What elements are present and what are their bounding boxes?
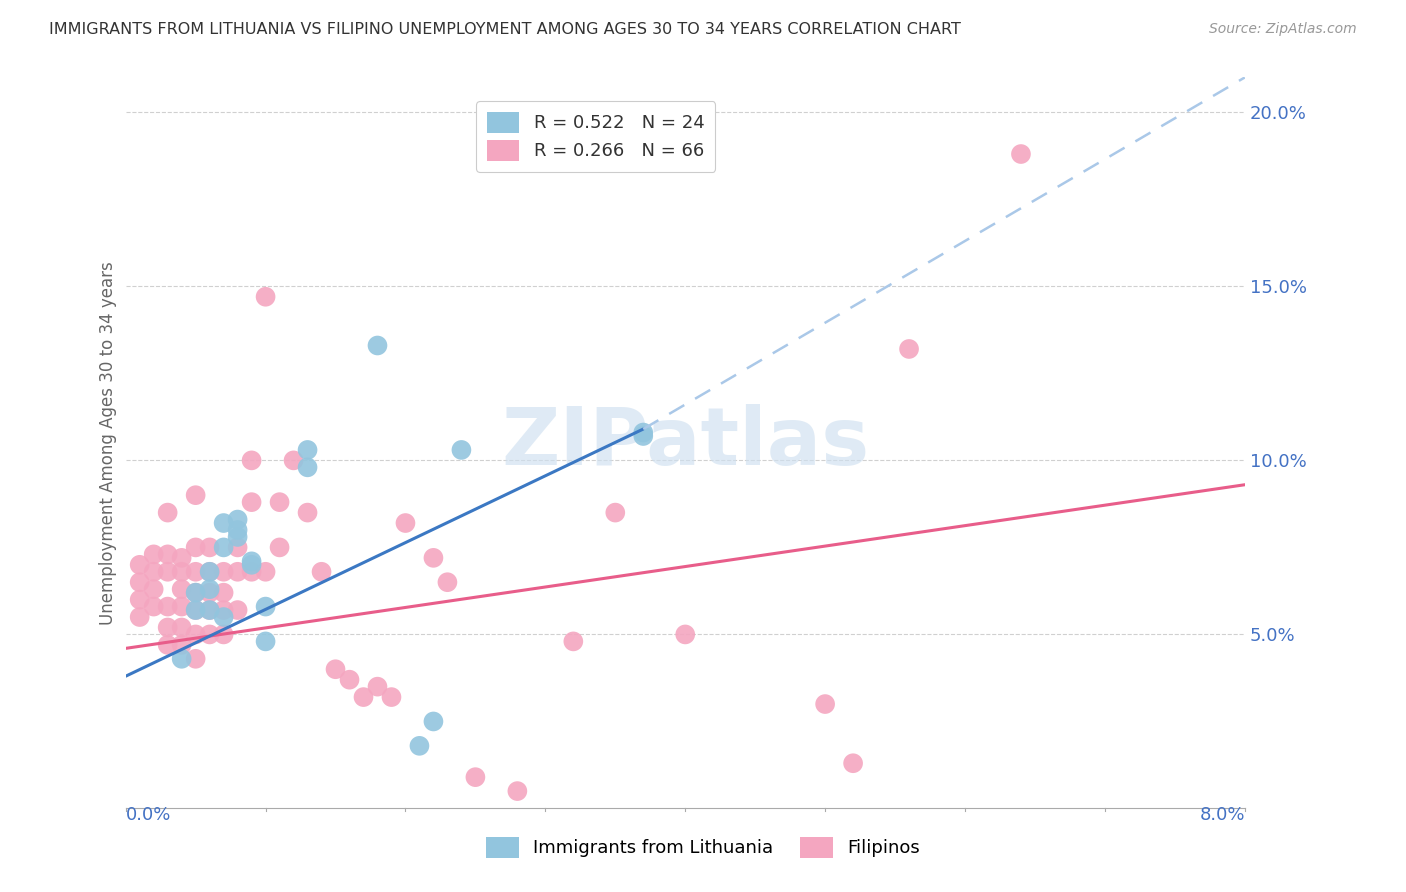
Point bbox=[212, 627, 235, 641]
Point bbox=[198, 565, 221, 579]
Point bbox=[506, 784, 529, 798]
Point bbox=[226, 512, 249, 526]
Point bbox=[240, 554, 263, 568]
Point bbox=[450, 442, 472, 457]
Point bbox=[156, 638, 179, 652]
Point bbox=[128, 575, 150, 590]
Point bbox=[297, 442, 319, 457]
Point bbox=[156, 506, 179, 520]
Point bbox=[353, 690, 375, 704]
Point bbox=[297, 460, 319, 475]
Text: Source: ZipAtlas.com: Source: ZipAtlas.com bbox=[1209, 22, 1357, 37]
Point bbox=[198, 627, 221, 641]
Point bbox=[142, 599, 165, 614]
Point bbox=[184, 585, 207, 599]
Point bbox=[240, 565, 263, 579]
Point bbox=[156, 547, 179, 561]
Text: ZIPatlas: ZIPatlas bbox=[501, 404, 869, 482]
Point bbox=[814, 697, 837, 711]
Point bbox=[142, 547, 165, 561]
Point bbox=[422, 550, 444, 565]
Point bbox=[226, 541, 249, 555]
Point bbox=[325, 662, 347, 676]
Point bbox=[184, 565, 207, 579]
Point bbox=[212, 516, 235, 530]
Point bbox=[198, 541, 221, 555]
Point bbox=[226, 530, 249, 544]
Point bbox=[198, 603, 221, 617]
Point bbox=[128, 558, 150, 572]
Point bbox=[212, 610, 235, 624]
Point bbox=[212, 603, 235, 617]
Text: 0.0%: 0.0% bbox=[125, 806, 172, 824]
Point bbox=[254, 599, 277, 614]
Text: 8.0%: 8.0% bbox=[1199, 806, 1244, 824]
Point bbox=[184, 603, 207, 617]
Point bbox=[562, 634, 585, 648]
Point bbox=[156, 599, 179, 614]
Point bbox=[170, 582, 193, 597]
Point bbox=[226, 565, 249, 579]
Point bbox=[436, 575, 458, 590]
Point bbox=[366, 680, 388, 694]
Point bbox=[366, 338, 388, 352]
Point bbox=[240, 453, 263, 467]
Point bbox=[170, 599, 193, 614]
Point bbox=[254, 565, 277, 579]
Point bbox=[170, 638, 193, 652]
Text: IMMIGRANTS FROM LITHUANIA VS FILIPINO UNEMPLOYMENT AMONG AGES 30 TO 34 YEARS COR: IMMIGRANTS FROM LITHUANIA VS FILIPINO UN… bbox=[49, 22, 962, 37]
Point bbox=[198, 582, 221, 597]
Point bbox=[408, 739, 430, 753]
Point bbox=[422, 714, 444, 729]
Point bbox=[198, 585, 221, 599]
Point bbox=[842, 756, 865, 771]
Point bbox=[254, 634, 277, 648]
Point bbox=[311, 565, 333, 579]
Point bbox=[170, 652, 193, 666]
Point bbox=[170, 620, 193, 634]
Point bbox=[633, 425, 655, 440]
Point bbox=[283, 453, 305, 467]
Point bbox=[212, 585, 235, 599]
Point bbox=[269, 495, 291, 509]
Point bbox=[240, 558, 263, 572]
Point bbox=[184, 652, 207, 666]
Point bbox=[464, 770, 486, 784]
Y-axis label: Unemployment Among Ages 30 to 34 years: Unemployment Among Ages 30 to 34 years bbox=[100, 261, 117, 624]
Legend: Immigrants from Lithuania, Filipinos: Immigrants from Lithuania, Filipinos bbox=[479, 830, 927, 865]
Point bbox=[339, 673, 361, 687]
Point bbox=[226, 603, 249, 617]
Point bbox=[380, 690, 402, 704]
Point bbox=[184, 488, 207, 502]
Point bbox=[212, 565, 235, 579]
Point bbox=[898, 342, 921, 356]
Point bbox=[128, 610, 150, 624]
Point bbox=[156, 620, 179, 634]
Point bbox=[184, 603, 207, 617]
Point bbox=[128, 592, 150, 607]
Point bbox=[240, 495, 263, 509]
Point bbox=[184, 541, 207, 555]
Point bbox=[184, 585, 207, 599]
Point bbox=[156, 565, 179, 579]
Point bbox=[198, 565, 221, 579]
Legend: R = 0.522   N = 24, R = 0.266   N = 66: R = 0.522 N = 24, R = 0.266 N = 66 bbox=[477, 101, 716, 171]
Point bbox=[198, 603, 221, 617]
Point bbox=[633, 429, 655, 443]
Point bbox=[605, 506, 627, 520]
Point bbox=[254, 290, 277, 304]
Point bbox=[184, 627, 207, 641]
Point bbox=[142, 582, 165, 597]
Point bbox=[394, 516, 416, 530]
Point bbox=[142, 565, 165, 579]
Point bbox=[297, 506, 319, 520]
Point bbox=[673, 627, 696, 641]
Point bbox=[269, 541, 291, 555]
Point bbox=[1010, 147, 1032, 161]
Point bbox=[212, 541, 235, 555]
Point bbox=[170, 565, 193, 579]
Point bbox=[170, 550, 193, 565]
Point bbox=[226, 523, 249, 537]
